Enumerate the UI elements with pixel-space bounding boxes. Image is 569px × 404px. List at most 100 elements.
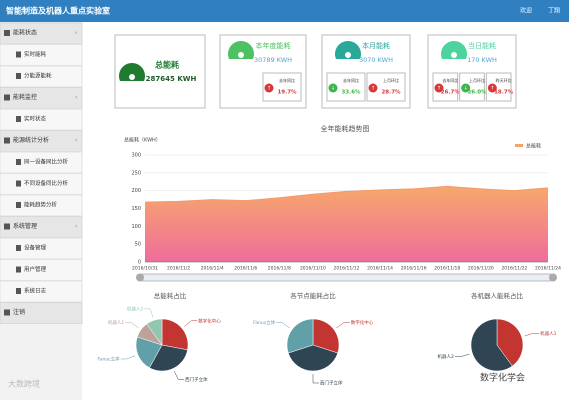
x-tick-label: 2016/11/2: [167, 266, 190, 272]
zoom-slider[interactable]: [139, 273, 554, 282]
stat-icon: [264, 83, 274, 93]
menu-group[interactable]: [0, 302, 83, 324]
stat-arrow: ↑: [490, 86, 494, 92]
stat-arrow: ↑: [371, 86, 375, 92]
stat-value: 28.7%: [381, 90, 401, 96]
gauge-icon: [227, 40, 254, 59]
pie-slice: [312, 318, 340, 354]
menu-item-icon: [16, 116, 21, 122]
welcome[interactable]: 欢迎: [520, 7, 532, 15]
menu-group-label[interactable]: 能耗状态: [13, 29, 37, 37]
pie-label: 机器人2: [127, 305, 143, 312]
menu-item[interactable]: 用户管理: [24, 265, 47, 273]
pie-label: Fanuc立体: [98, 355, 121, 362]
menu-group-label[interactable]: 能耗监控: [13, 93, 37, 101]
stat-value: 33.6%: [341, 90, 361, 96]
top-bar: [0, 0, 569, 22]
menu-arrow: ‹: [75, 137, 77, 144]
menu-icon: [4, 30, 10, 36]
gauge-hub: [451, 52, 457, 58]
leader-line: [120, 355, 136, 360]
slider-handle[interactable]: [136, 273, 144, 282]
pie-title: 总能耗占比: [154, 291, 187, 300]
stat-icon: [461, 83, 471, 93]
menu-item-icon: [16, 266, 21, 273]
menu-item[interactable]: 不同设备同比分析: [24, 179, 69, 187]
menu-item[interactable]: 系统日志: [24, 287, 47, 295]
y-tick-label: 50: [135, 242, 141, 248]
pie-label: 数字化中心: [198, 317, 221, 324]
x-tick-label: 2016/10/31: [132, 266, 158, 272]
pie-slice: [286, 318, 314, 354]
area: [145, 186, 548, 262]
menu-icon: [4, 137, 10, 144]
stat-arrow: ↑: [437, 86, 441, 92]
leader-line: [144, 308, 154, 318]
leader-line: [524, 333, 540, 337]
menu-group-label[interactable]: 能源统计分析: [13, 136, 49, 144]
gauge-hub: [345, 52, 351, 58]
pie-label: 数字化中心: [351, 319, 374, 326]
stat-arrow: ↑: [267, 86, 271, 92]
card-title: 本月能耗: [362, 41, 390, 50]
pie-title: 各节点能耗占比: [290, 291, 336, 300]
x-tick-label: 2016/11/4: [201, 266, 224, 272]
gauge-hub: [238, 52, 244, 58]
menu-item[interactable]: 实时能耗: [24, 50, 47, 58]
x-tick-label: 2016/11/12: [334, 266, 360, 272]
x-tick-label: 2016/11/6: [234, 266, 257, 272]
stat-label: 昨天环比: [496, 77, 512, 83]
stat-label: 去年同比: [343, 77, 359, 83]
pie-slice: [149, 344, 188, 372]
y-tick-label: 0: [138, 260, 141, 266]
card-title: 本年度能耗: [256, 41, 291, 50]
stat-icon: [487, 83, 497, 93]
user-name[interactable]: 丁翔: [548, 7, 560, 15]
watermark: 数字化学会: [480, 372, 525, 384]
pie-label: 机器人1: [540, 330, 556, 337]
slider-handle[interactable]: [549, 273, 557, 282]
legend-label: 总能耗: [526, 143, 541, 150]
pie-title: 各机器人能耗占比: [471, 291, 524, 300]
y-tick-label: 200: [131, 188, 141, 194]
menu-item-icon: [16, 159, 21, 165]
leader-line: [174, 371, 185, 380]
stat-box: [459, 72, 485, 102]
x-tick-label: 2016/11/18: [434, 266, 460, 272]
y-tick-label: 300: [131, 153, 141, 159]
menu-item[interactable]: 设备管理: [24, 244, 47, 252]
menu-item[interactable]: 同一设备同比分析: [24, 158, 69, 166]
x-tick-label: 2016/11/8: [268, 266, 291, 272]
menu-item-icon: [16, 73, 21, 79]
menu-icon: [4, 309, 10, 316]
stat-label: 上月环比: [383, 77, 399, 83]
pie-label: 机器人2: [437, 353, 453, 360]
menu-item[interactable]: 能耗趋势分析: [24, 201, 58, 209]
menu-item-icon: [16, 51, 21, 58]
pie-slice: [470, 318, 513, 372]
menu-group-label[interactable]: 系统管理: [13, 222, 37, 230]
pie-slice: [287, 344, 339, 372]
stat-icon: [434, 83, 444, 93]
pie-label: 西门子立体: [185, 376, 208, 383]
app-title: 智能制造及机器人重点实验室: [6, 6, 110, 16]
stat-label: 去年同比: [442, 77, 458, 83]
card-value: 30789 KWH: [254, 56, 292, 64]
card-title: 总能耗: [155, 60, 179, 70]
x-tick-label: 2016/11/14: [367, 266, 393, 272]
menu-item[interactable]: 实时状态: [24, 115, 47, 123]
y-tick-label: 250: [131, 170, 141, 176]
menu-item[interactable]: 分能源能耗: [24, 72, 52, 80]
menu-item-icon: [16, 202, 21, 208]
card-value: 170 KWH: [467, 56, 497, 64]
pie-label: 西门子立体: [320, 380, 343, 387]
x-tick-label: 2016/11/22: [501, 266, 527, 272]
menu-arrow: ‹: [75, 30, 77, 37]
gauge-icon: [335, 40, 361, 59]
pie-label: Fanuc立体: [253, 319, 276, 326]
x-tick-label: 2016/11/16: [401, 266, 427, 272]
pie-slice: [146, 318, 163, 346]
y-axis-label: 总能耗（KWH）: [124, 137, 161, 144]
menu-group-label[interactable]: 注销: [13, 308, 25, 316]
